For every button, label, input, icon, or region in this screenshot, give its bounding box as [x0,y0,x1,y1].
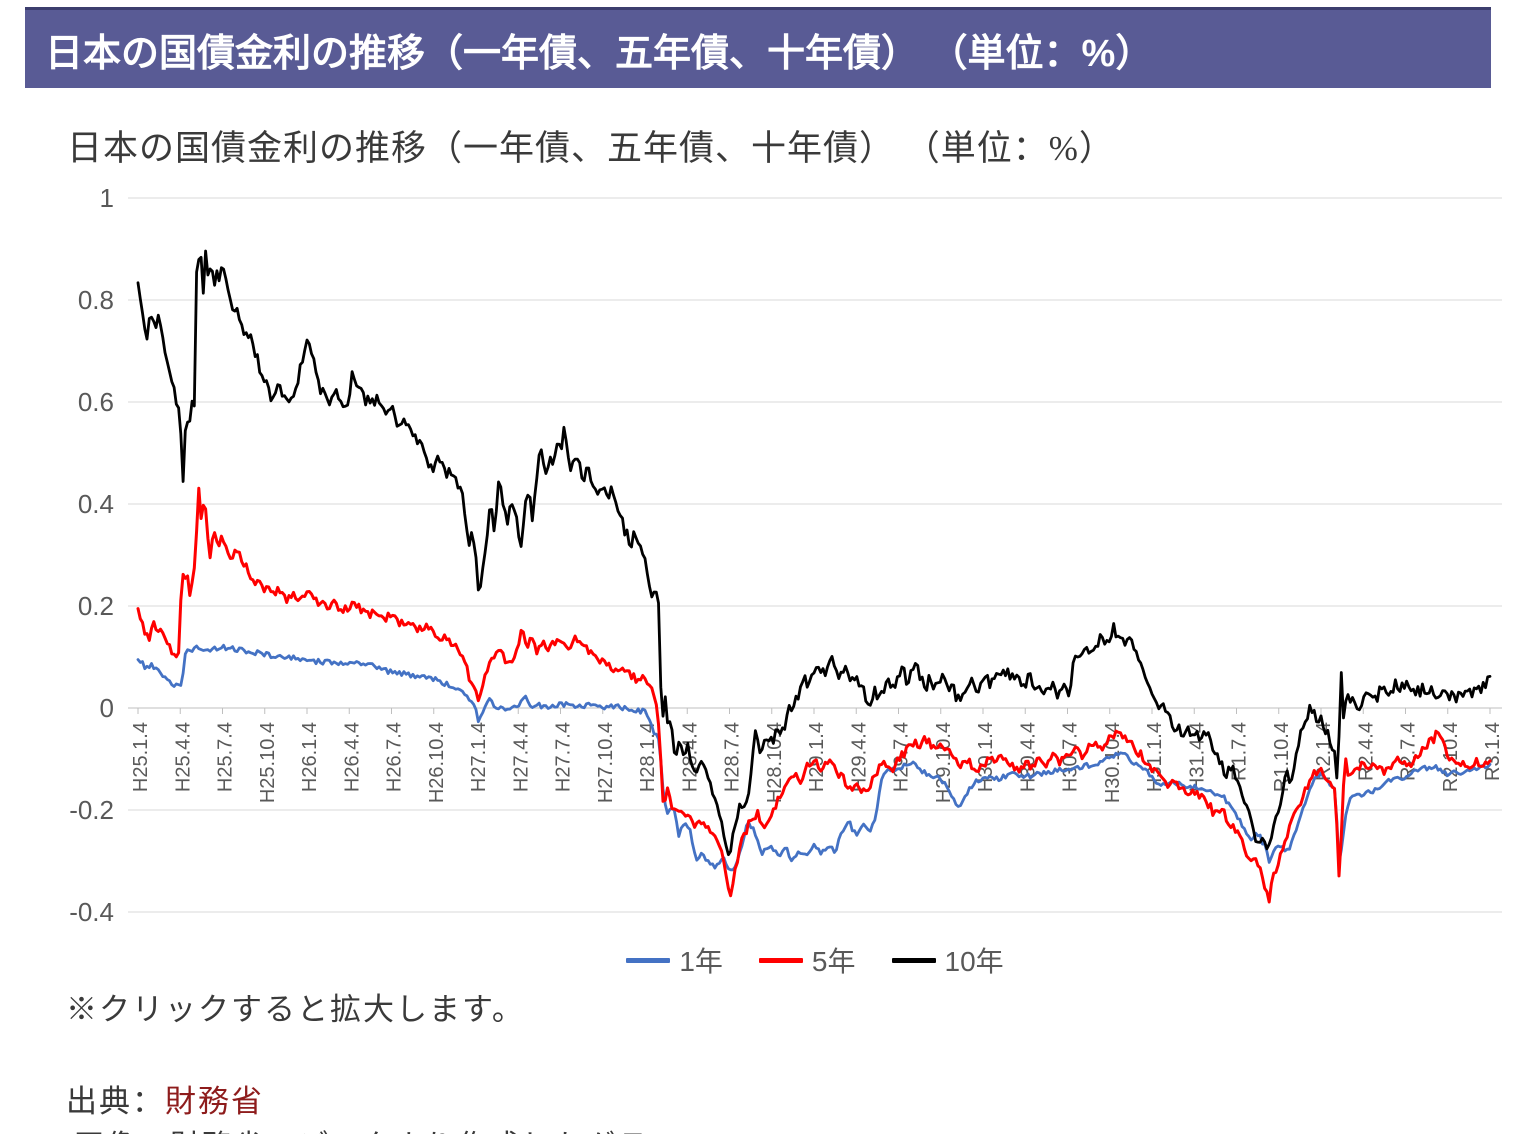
bond-yield-chart-thumbnail[interactable]: 1 0.8 0.6 0.4 0.2 0 -0.2 -0.4 H25.1.4 H25.4.4 H25.… [0,183,1516,945]
legend-item-10年: 10年 [891,940,1004,980]
legend-item-5年: 5年 [758,940,856,980]
svg-text:R2.7.4: R2.7.4 [1398,722,1420,781]
svg-text:H31.4.4: H31.4.4 [1186,722,1208,792]
legend-label: 10年 [944,946,1004,977]
svg-text:H25.10.4: H25.10.4 [257,722,279,803]
legend-label: 5年 [811,946,856,977]
svg-text:H27.10.4: H27.10.4 [595,722,617,803]
svg-text:H29.4.4: H29.4.4 [848,722,870,792]
svg-text:0: 0 [100,693,114,723]
source-link[interactable]: 財務省 [165,1084,264,1119]
svg-text:0.2: 0.2 [78,591,114,621]
legend-item-1年: 1年 [626,940,723,980]
svg-text:H28.7.4: H28.7.4 [722,722,744,792]
svg-text:H26.4.4: H26.4.4 [341,722,363,792]
svg-text:H27.1.4: H27.1.4 [468,722,490,792]
svg-text:0.6: 0.6 [78,387,114,417]
source-line: 出典：財務省 [66,1076,264,1121]
chart-legend: 1年 5年 10年 [128,941,1502,979]
svg-text:H25.4.4: H25.4.4 [172,722,194,792]
svg-text:R2.4.4: R2.4.4 [1355,722,1377,781]
clipped-text-line: 画像：財務省のデータより作成したグラフ [74,1121,681,1134]
svg-text:-0.4: -0.4 [69,897,114,927]
svg-text:H28.10.4: H28.10.4 [764,722,786,803]
svg-text:R3.1.4: R3.1.4 [1482,722,1504,781]
series-lines [136,249,1492,904]
svg-text:H30.7.4: H30.7.4 [1060,722,1082,792]
y-axis-labels: 1 0.8 0.6 0.4 0.2 0 -0.2 -0.4 [69,183,114,927]
svg-text:0.8: 0.8 [78,285,114,315]
svg-text:H25.1.4: H25.1.4 [130,722,152,792]
legend-line-swatch [758,957,803,963]
header-bar: 日本の国債金利の推移（一年債、五年債、十年債） （単位：%） [25,7,1491,88]
svg-text:H25.7.4: H25.7.4 [215,722,237,792]
series-line-10年 [136,249,1492,857]
svg-text:-0.2: -0.2 [69,795,114,825]
chart-title: 日本の国債金利の推移（一年債、五年債、十年債） （単位：%） [67,129,1115,168]
bond-yield-chart-svg: 1 0.8 0.6 0.4 0.2 0 -0.2 -0.4 H25.1.4 H25.4.4 H25.… [69,183,1504,927]
svg-text:H29.1.4: H29.1.4 [806,722,828,792]
header-title: 日本の国債金利の推移（一年債、五年債、十年債） （単位：%） [45,32,1154,75]
svg-text:0.4: 0.4 [78,489,114,519]
legend-label: 1年 [679,946,723,977]
svg-text:H30.4.4: H30.4.4 [1017,722,1039,792]
svg-text:H30.1.4: H30.1.4 [975,722,997,792]
enlarge-note: ※クリックすると拡大します。 [66,992,525,1027]
svg-text:1: 1 [100,185,114,213]
source-prefix-label: 出典： [66,1084,165,1119]
svg-text:H28.1.4: H28.1.4 [637,722,659,792]
svg-text:R1.7.4: R1.7.4 [1229,722,1251,781]
svg-text:H26.10.4: H26.10.4 [426,722,448,803]
series-line-5年 [136,486,1492,904]
legend-line-swatch [891,957,936,963]
svg-text:H27.7.4: H27.7.4 [553,722,575,792]
gridlines [128,197,1502,913]
svg-text:H29.10.4: H29.10.4 [933,722,955,803]
svg-text:H27.4.4: H27.4.4 [510,722,532,792]
legend-line-swatch [626,957,671,963]
svg-text:H26.1.4: H26.1.4 [299,722,321,792]
svg-text:H26.7.4: H26.7.4 [384,722,406,792]
